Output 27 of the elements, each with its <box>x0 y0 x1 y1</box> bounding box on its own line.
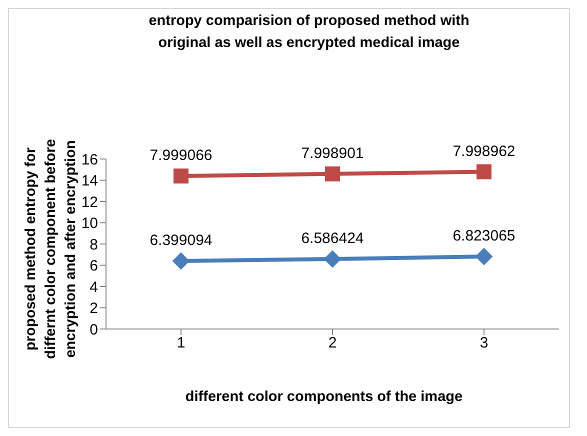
y-tick-label: 8 <box>90 236 98 254</box>
y-tick-label: 4 <box>90 278 98 296</box>
annotation: 7.999066 <box>150 147 212 164</box>
y-tick-label: 16 <box>81 151 98 168</box>
x-tick-label: 2 <box>328 334 337 352</box>
data-label: 6.399094 <box>150 232 212 250</box>
x-axis-title: different color components of the image <box>185 389 463 405</box>
y-tick-label: 0 <box>90 321 98 338</box>
x-tick-label: 1 <box>176 334 186 352</box>
point <box>476 164 492 180</box>
annotation: 7.998962 <box>452 142 516 160</box>
point <box>172 252 190 270</box>
point <box>476 248 492 266</box>
annotation: 7.998901 <box>301 144 364 162</box>
chart-title: entropy comparision of proposed method with original as well as encrypted medical image <box>148 13 470 51</box>
point <box>174 168 188 184</box>
y-tick-label: 12 <box>81 194 98 211</box>
y-tick-label: 2 <box>90 300 98 318</box>
point <box>325 166 340 182</box>
data-label: 6.586424 <box>301 230 364 248</box>
data-label: 6.823065 <box>452 228 516 245</box>
y-axis-title: proposed method entropy for differnt color component before encryption and after encryption <box>23 139 79 359</box>
x-tick-label: 3 <box>480 334 488 352</box>
y-tick-label: 6 <box>90 258 98 275</box>
y-tick-label: 14 <box>81 172 98 190</box>
point <box>324 250 341 268</box>
y-tick-label: 10 <box>81 215 98 232</box>
